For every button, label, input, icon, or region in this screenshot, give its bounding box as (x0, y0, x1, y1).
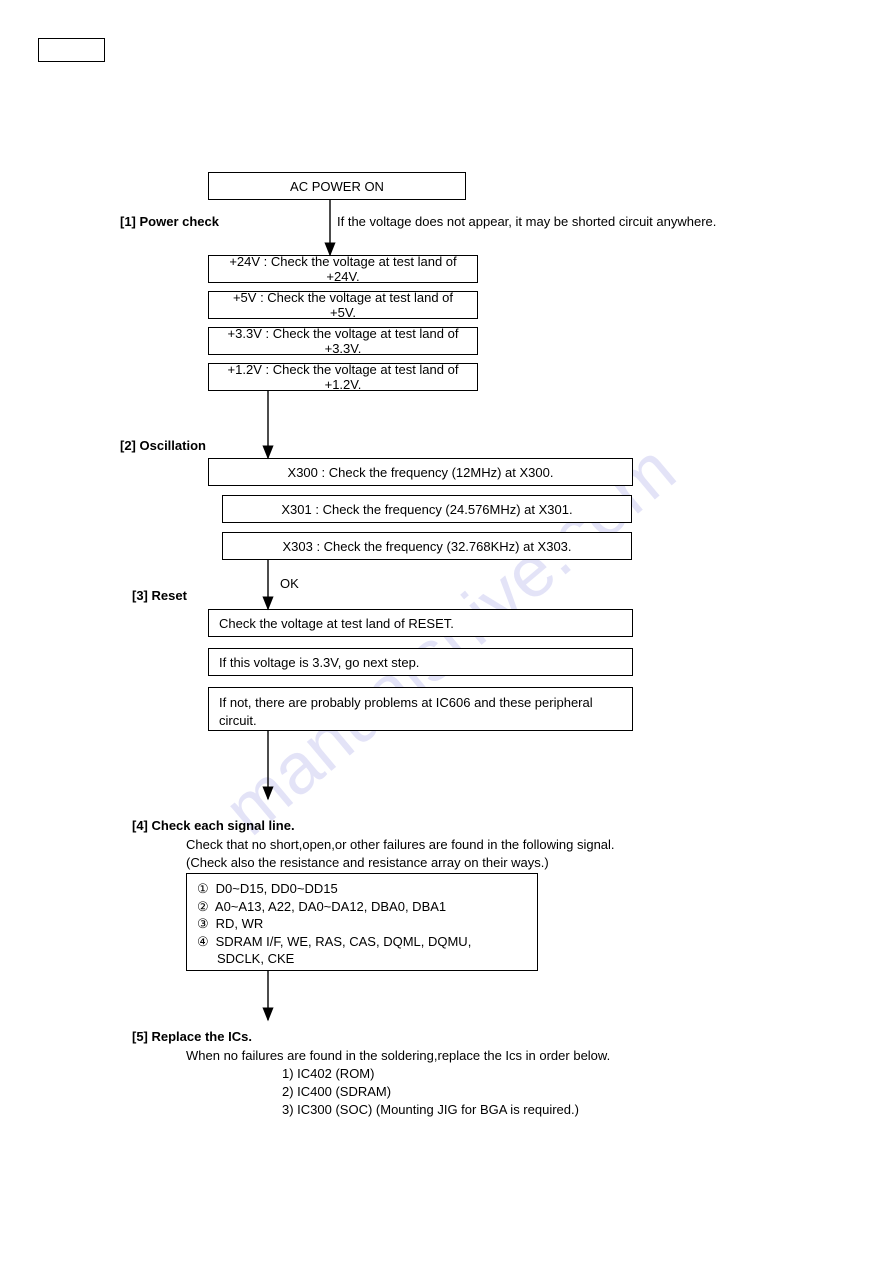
node-ac-power-on: AC POWER ON (208, 172, 466, 200)
s5-items: 1) IC402 (ROM)2) IC400 (SDRAM)3) IC300 (… (282, 1065, 579, 1120)
signal-line: ① D0~D15, DD0~DD15 (197, 880, 527, 898)
node-text: If this voltage is 3.3V, go next step. (219, 655, 419, 670)
node-24v: +24V : Check the voltage at test land of… (208, 255, 478, 283)
replace-item: 3) IC300 (SOC) (Mounting JIG for BGA is … (282, 1101, 579, 1119)
node-reset-check: Check the voltage at test land of RESET. (208, 609, 633, 637)
node-x300: X300 : Check the frequency (12MHz) at X3… (208, 458, 633, 486)
node-text: +3.3V : Check the voltage at test land o… (219, 326, 467, 356)
node-text: +5V : Check the voltage at test land of … (219, 290, 467, 320)
heading-signal-line: [4] Check each signal line. (132, 818, 295, 833)
node-text: If not, there are probably problems at I… (219, 695, 593, 728)
signal-box: ① D0~D15, DD0~DD15② A0~A13, A22, DA0~DA1… (186, 873, 538, 971)
side-note: If the voltage does not appear, it may b… (337, 214, 716, 229)
node-text: X300 : Check the frequency (12MHz) at X3… (288, 465, 554, 480)
signal-line: ③ RD, WR (197, 915, 527, 933)
heading-replace-ics: [5] Replace the ICs. (132, 1029, 252, 1044)
s4-paragraph: Check that no short,open,or other failur… (186, 836, 615, 872)
s4-line1: Check that no short,open,or other failur… (186, 837, 615, 852)
node-text: X301 : Check the frequency (24.576MHz) a… (281, 502, 572, 517)
node-5v: +5V : Check the voltage at test land of … (208, 291, 478, 319)
top-empty-box (38, 38, 105, 62)
node-x303: X303 : Check the frequency (32.768KHz) a… (222, 532, 632, 560)
heading-oscillation: [2] Oscillation (120, 438, 206, 453)
heading-power-check: [1] Power check (120, 214, 219, 229)
node-text: X303 : Check the frequency (32.768KHz) a… (282, 539, 571, 554)
s5-paragraph: When no failures are found in the solder… (186, 1047, 610, 1065)
node-reset-fail: If not, there are probably problems at I… (208, 687, 633, 731)
watermark: manualshive.com (209, 429, 691, 852)
s5-intro: When no failures are found in the solder… (186, 1048, 610, 1063)
ok-label: OK (280, 576, 299, 591)
s4-line2: (Check also the resistance and resistanc… (186, 855, 549, 870)
node-text: Check the voltage at test land of RESET. (219, 616, 454, 631)
signal-line: ② A0~A13, A22, DA0~DA12, DBA0, DBA1 (197, 898, 527, 916)
node-x301: X301 : Check the frequency (24.576MHz) a… (222, 495, 632, 523)
node-text: AC POWER ON (290, 179, 384, 194)
node-text: +24V : Check the voltage at test land of… (219, 254, 467, 284)
node-3v3: +3.3V : Check the voltage at test land o… (208, 327, 478, 355)
replace-item: 1) IC402 (ROM) (282, 1065, 579, 1083)
node-text: +1.2V : Check the voltage at test land o… (219, 362, 467, 392)
page: manualshive.com [1] Power check [2] Osci… (0, 0, 893, 1263)
node-1v2: +1.2V : Check the voltage at test land o… (208, 363, 478, 391)
heading-reset: [3] Reset (132, 588, 187, 603)
signal-line: SDCLK, CKE (197, 950, 527, 968)
node-reset-ok: If this voltage is 3.3V, go next step. (208, 648, 633, 676)
signal-line: ④ SDRAM I/F, WE, RAS, CAS, DQML, DQMU, (197, 933, 527, 951)
replace-item: 2) IC400 (SDRAM) (282, 1083, 579, 1101)
